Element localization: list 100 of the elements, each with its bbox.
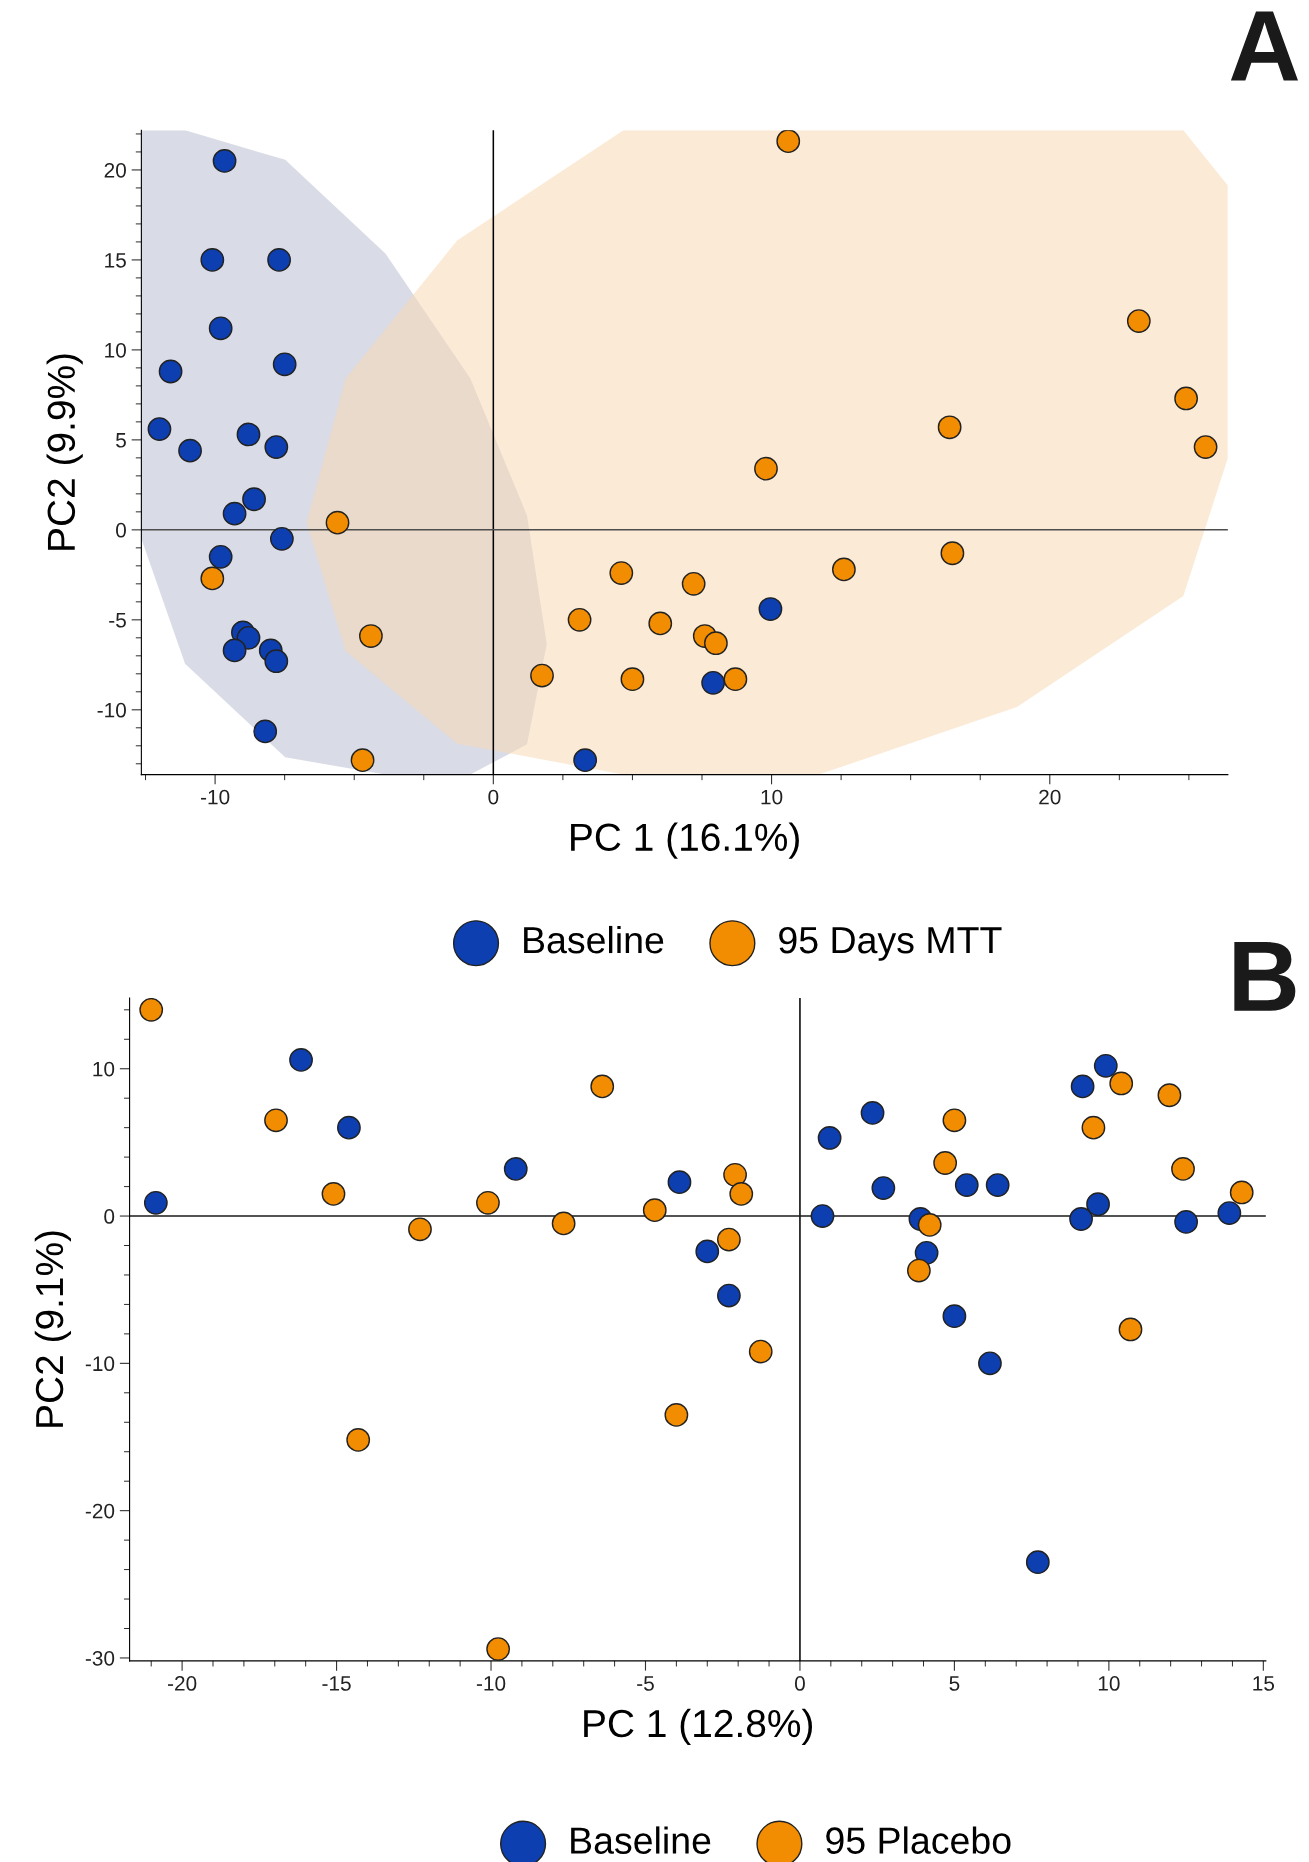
x-tick-label: -15: [322, 1676, 351, 1691]
y-tick-label: -20: [85, 1503, 115, 1519]
point: [1086, 1192, 1110, 1217]
point: [717, 1227, 741, 1252]
x-axis-title: PC 1 (16.1%): [571, 822, 799, 859]
y-tick-label: -30: [85, 1650, 115, 1666]
point: [350, 748, 375, 773]
point: [942, 1304, 967, 1329]
point: [212, 149, 237, 173]
y-tick-label: -10: [97, 702, 126, 718]
legend-label: 95 Placebo: [826, 1826, 1011, 1854]
point: [158, 359, 183, 384]
point: [337, 1115, 361, 1140]
x-tick-label: -5: [637, 1676, 654, 1691]
legend-label: 95 Days MTT: [779, 926, 1002, 961]
y-tick-label: 10: [93, 1061, 115, 1077]
point: [1025, 1550, 1050, 1575]
point: [860, 1101, 885, 1125]
point: [1069, 1207, 1093, 1231]
point: [359, 624, 383, 648]
x-tick-label: 0: [488, 789, 499, 805]
point: [208, 316, 233, 341]
point: [222, 638, 247, 663]
x-tick-label: 10: [761, 789, 783, 805]
point: [906, 1258, 931, 1283]
y-tick-label: 20: [104, 162, 126, 178]
point: [831, 557, 856, 582]
point: [486, 1637, 511, 1661]
point: [269, 526, 294, 551]
point: [1109, 1071, 1134, 1096]
point: [242, 487, 266, 512]
point: [236, 422, 261, 447]
y-tick-label: 15: [105, 253, 126, 268]
point: [937, 415, 962, 440]
point: [222, 501, 247, 526]
point: [704, 631, 728, 656]
x-tick-label: -10: [476, 1676, 506, 1691]
point: [551, 1211, 576, 1236]
point: [1081, 1115, 1106, 1140]
y-tick-label: 5: [116, 433, 126, 448]
point: [408, 1217, 432, 1242]
point: [1126, 309, 1151, 333]
point: [914, 1240, 939, 1265]
point: [590, 1074, 615, 1099]
x-tick-label: 10: [1098, 1676, 1120, 1691]
y-tick-label: 0: [104, 1209, 115, 1224]
point: [567, 607, 592, 632]
point: [325, 510, 350, 535]
point: [573, 748, 598, 773]
x-tick-label: 15: [1253, 1676, 1275, 1691]
point: [208, 544, 233, 569]
x-tick-label: 5: [949, 1676, 960, 1691]
point: [954, 1173, 979, 1198]
point: [1174, 1210, 1198, 1234]
point: [1171, 1157, 1195, 1181]
point: [530, 663, 554, 688]
point: [139, 998, 164, 1022]
point: [985, 1173, 1010, 1198]
point: [620, 667, 645, 692]
x-tick-label: 20: [1039, 789, 1061, 805]
point: [917, 1212, 942, 1237]
point: [264, 649, 289, 674]
point: [729, 1182, 754, 1206]
point: [147, 417, 172, 441]
point: [200, 248, 225, 272]
point: [667, 1170, 692, 1195]
y-axis-title: PC2 (9.9%): [46, 354, 83, 550]
point: [178, 438, 202, 463]
legend-label: Baseline: [571, 1826, 711, 1854]
point: [723, 667, 748, 692]
point: [642, 1198, 667, 1223]
x-tick-label: -20: [167, 1676, 197, 1691]
point: [1118, 1317, 1143, 1342]
legend-label: Baseline: [524, 925, 664, 954]
point: [609, 561, 634, 585]
point: [754, 456, 778, 481]
chart-title: B: [1234, 942, 1296, 1011]
point: [1193, 435, 1218, 459]
point: [723, 1162, 747, 1187]
point: [346, 1428, 371, 1452]
point: [748, 1339, 773, 1364]
y-tick-label: 10: [105, 342, 126, 358]
point: [1229, 1180, 1254, 1205]
x-tick-label: -10: [200, 789, 230, 805]
point: [143, 1190, 168, 1215]
point: [272, 352, 297, 377]
point: [701, 670, 726, 695]
point: [942, 1108, 967, 1133]
point: [648, 611, 673, 636]
point: [940, 541, 965, 566]
y-axis-title: PC2 (9.1%): [34, 1231, 71, 1427]
point: [200, 566, 225, 591]
point: [933, 1151, 958, 1175]
x-axis-title: PC 1 (12.8%): [584, 1708, 812, 1746]
point: [817, 1126, 842, 1150]
point: [664, 1403, 689, 1427]
y-tick-label: -5: [109, 613, 126, 628]
point: [717, 1283, 741, 1308]
point: [289, 1048, 313, 1072]
point: [264, 1108, 288, 1133]
